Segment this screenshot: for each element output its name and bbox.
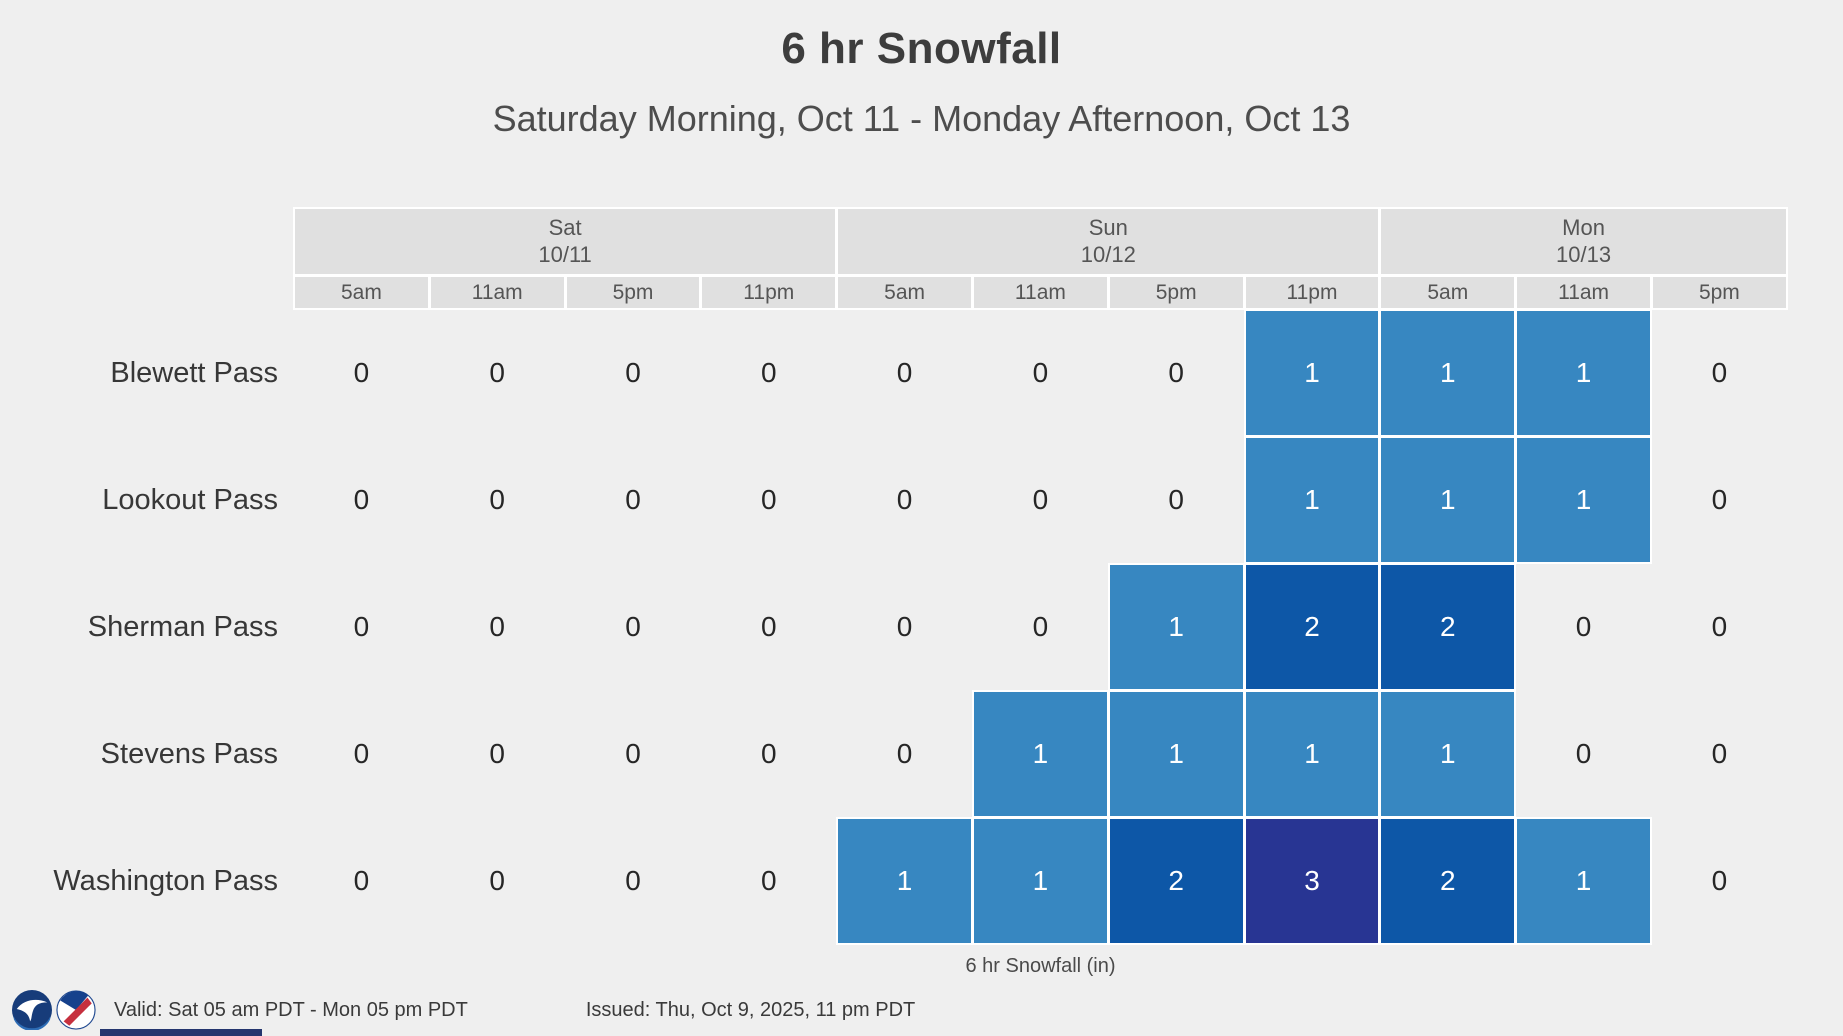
snowfall-cell: 0 xyxy=(1032,611,1049,642)
snowfall-cell: 0 xyxy=(353,357,370,388)
day-name: Mon xyxy=(1562,215,1605,241)
snowfall-cell: 0 xyxy=(489,484,505,515)
snowfall-cell: 1 xyxy=(1517,311,1650,435)
snowfall-cell: 1 xyxy=(1245,311,1379,435)
page-title: 6 hr Snowfall xyxy=(781,24,1062,73)
row-label: Lookout Pass xyxy=(102,483,278,516)
snowfall-cell: 3 xyxy=(1245,819,1379,943)
row-label: Sherman Pass xyxy=(87,610,278,643)
snowfall-cell: 0 xyxy=(489,865,505,896)
snowfall-cell: 1 xyxy=(1109,565,1243,689)
snowfall-cell: 1 xyxy=(973,819,1107,943)
day-name: Sat xyxy=(548,215,582,241)
snowfall-cell: 0 xyxy=(1168,484,1184,515)
time-header: 11am xyxy=(1517,277,1650,308)
snowfall-cell: 0 xyxy=(896,484,913,515)
table-corner-spacer xyxy=(0,209,292,274)
time-header: 5pm xyxy=(566,277,700,308)
page-subtitle: Saturday Morning, Oct 11 - Monday Aftern… xyxy=(492,98,1351,139)
snowfall-cell: 0 xyxy=(625,357,641,388)
snowfall-cell: 1 xyxy=(1517,819,1650,943)
snowfall-cell: 0 xyxy=(1711,738,1728,769)
snowfall-grid: Sat 10/11 Sun 10/12 Mon 10/13 5am 11am 5pm 11pm 5a… xyxy=(0,209,1786,943)
row-label: Washington Pass xyxy=(53,864,278,897)
day-name: Sun xyxy=(1088,215,1128,241)
time-header: 11am xyxy=(973,277,1107,308)
snowfall-cell: 0 xyxy=(1032,357,1049,388)
snowfall-cell: 2 xyxy=(1381,819,1515,943)
time-header: 5pm xyxy=(1109,277,1243,308)
time-header: 5pm xyxy=(1652,277,1786,308)
day-date: 10/11 xyxy=(538,241,592,267)
valid-text: Valid: Sat 05 am PDT - Mon 05 pm PDT xyxy=(114,998,468,1021)
time-header: 5am xyxy=(838,277,971,308)
snowfall-cell: 1 xyxy=(1381,311,1515,435)
day-date: 10/12 xyxy=(1080,241,1136,267)
time-header: 5am xyxy=(295,277,428,308)
time-header: 11pm xyxy=(1245,277,1379,308)
snowfall-cell: 0 xyxy=(353,738,370,769)
forecast-table: Sat 10/11 Sun 10/12 Mon 10/13 5am 11am 5pm 11pm 5a… xyxy=(0,209,1843,978)
snowfall-cell: 0 xyxy=(489,357,505,388)
table-caption: 6 hr Snowfall (in) xyxy=(965,955,1116,977)
snowfall-cell: 0 xyxy=(761,357,777,388)
snowfall-cell: 0 xyxy=(896,738,913,769)
time-header: 11am xyxy=(430,277,564,308)
snowfall-cell: 0 xyxy=(761,738,777,769)
snowfall-cell: 0 xyxy=(1711,484,1728,515)
day-header: Mon 10/13 xyxy=(1381,209,1786,274)
bottom-banner-strip xyxy=(100,1029,262,1036)
snowfall-cell: 1 xyxy=(838,819,971,943)
day-date: 10/13 xyxy=(1556,241,1612,267)
snowfall-cell: 2 xyxy=(1381,565,1515,689)
snowfall-cell: 1 xyxy=(1245,438,1379,562)
snowfall-cell: 1 xyxy=(1109,692,1243,816)
day-header: Sat 10/11 xyxy=(295,209,836,274)
snowfall-cell: 0 xyxy=(1575,738,1592,769)
snowfall-cell: 0 xyxy=(761,484,777,515)
snowfall-cell: 0 xyxy=(761,611,777,642)
snowfall-cell: 0 xyxy=(1711,865,1728,896)
snowfall-cell: 0 xyxy=(353,484,370,515)
time-header: 5am xyxy=(1381,277,1515,308)
snowfall-cell: 2 xyxy=(1245,565,1379,689)
snowfall-cell: 0 xyxy=(1711,357,1728,388)
snowfall-cell: 0 xyxy=(1711,611,1728,642)
table-corner-spacer xyxy=(0,277,292,308)
snowfall-cell: 0 xyxy=(761,865,777,896)
snowfall-cell: 0 xyxy=(353,865,370,896)
time-header: 11pm xyxy=(702,277,836,308)
snowfall-cell: 1 xyxy=(1381,438,1515,562)
snowfall-cell: 0 xyxy=(625,611,641,642)
snowfall-cell: 1 xyxy=(1381,692,1515,816)
snowfall-cell: 2 xyxy=(1109,819,1243,943)
day-header: Sun 10/12 xyxy=(838,209,1379,274)
snowfall-cell: 0 xyxy=(625,865,641,896)
nws-logo-icon xyxy=(56,990,96,1030)
snowfall-cell: 1 xyxy=(973,692,1107,816)
row-label: Blewett Pass xyxy=(110,356,278,389)
snowfall-cell: 1 xyxy=(1517,438,1650,562)
snowfall-cell: 0 xyxy=(896,357,913,388)
footer: Valid: Sat 05 am PDT - Mon 05 pm PDT Iss… xyxy=(12,988,915,1032)
snowfall-cell: 0 xyxy=(489,611,505,642)
snowfall-cell: 0 xyxy=(1032,484,1049,515)
snowfall-cell: 0 xyxy=(896,611,913,642)
snowfall-cell: 0 xyxy=(353,611,370,642)
snowfall-cell: 0 xyxy=(625,484,641,515)
snowfall-cell: 1 xyxy=(1245,692,1379,816)
noaa-logo-icon xyxy=(12,990,52,1030)
snowfall-cell: 0 xyxy=(625,738,641,769)
issued-text: Issued: Thu, Oct 9, 2025, 11 pm PDT xyxy=(585,998,916,1021)
snowfall-cell: 0 xyxy=(1575,611,1592,642)
row-label: Stevens Pass xyxy=(100,737,278,770)
snowfall-cell: 0 xyxy=(1168,357,1184,388)
snowfall-cell: 0 xyxy=(489,738,505,769)
